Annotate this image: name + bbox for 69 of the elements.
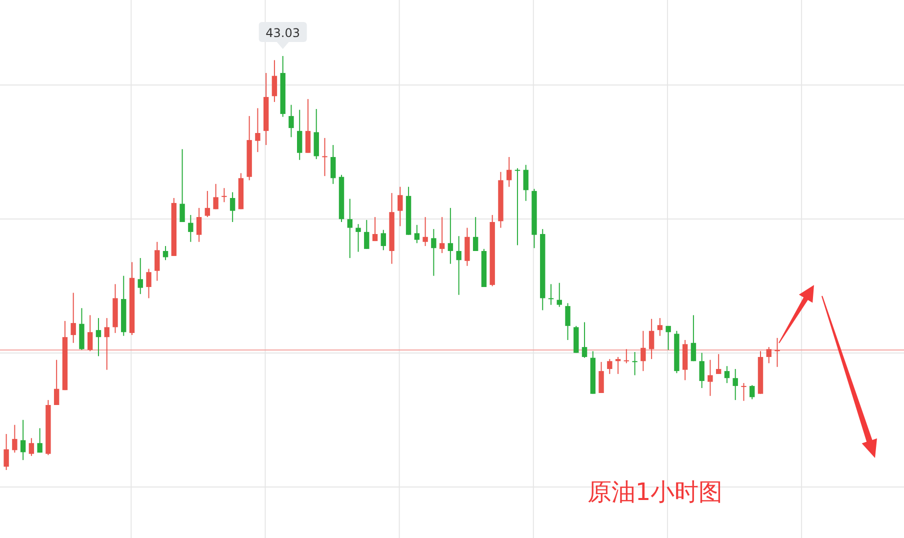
candlestick bbox=[154, 241, 160, 282]
candlestick bbox=[20, 419, 26, 461]
candlestick bbox=[146, 268, 152, 299]
candlestick bbox=[732, 368, 738, 401]
candlestick bbox=[657, 318, 663, 336]
candlestick bbox=[372, 216, 378, 242]
candlestick bbox=[104, 318, 110, 370]
annotation: 43.03 bbox=[266, 26, 300, 40]
candlestick bbox=[272, 60, 278, 102]
candlestick bbox=[598, 361, 604, 394]
candlestick bbox=[37, 428, 42, 454]
candlestick bbox=[624, 348, 630, 364]
candlestick bbox=[88, 314, 93, 352]
candlestick bbox=[12, 424, 18, 454]
candlestick bbox=[448, 207, 454, 264]
title: 原油1小时图 bbox=[587, 478, 723, 506]
candlestick bbox=[582, 322, 588, 358]
candlestick bbox=[196, 207, 202, 242]
candlestick bbox=[305, 98, 311, 154]
candlestick bbox=[514, 168, 520, 246]
candlestick bbox=[204, 190, 210, 218]
candlestick bbox=[213, 183, 218, 210]
candlestick bbox=[70, 292, 76, 344]
candlestick bbox=[138, 258, 143, 295]
candlestick bbox=[523, 164, 528, 202]
candlestick bbox=[347, 198, 352, 259]
candlestick bbox=[364, 219, 370, 250]
candlestick bbox=[54, 359, 60, 406]
price-label: 43.03 bbox=[258, 22, 307, 49]
candlestick bbox=[506, 156, 512, 188]
candlestick bbox=[724, 366, 730, 384]
candlestick bbox=[222, 188, 227, 203]
candlestick bbox=[96, 318, 102, 357]
candlestick bbox=[615, 356, 621, 374]
candlestick bbox=[690, 314, 696, 362]
candlestick bbox=[180, 148, 185, 223]
candlestick bbox=[288, 104, 294, 138]
candlestick bbox=[548, 284, 554, 306]
candlestick bbox=[380, 229, 386, 251]
candlestick bbox=[4, 433, 9, 470]
candlestick bbox=[741, 382, 746, 402]
candlestick bbox=[556, 282, 562, 308]
candlestick bbox=[162, 246, 168, 261]
candlestick bbox=[439, 216, 445, 254]
candlestick bbox=[356, 224, 361, 252]
candlestick bbox=[330, 144, 336, 184]
candlestick bbox=[632, 352, 638, 376]
candlestick bbox=[708, 359, 713, 396]
candlestick bbox=[699, 352, 704, 389]
candlestick bbox=[188, 214, 194, 242]
candlestick bbox=[716, 354, 722, 374]
candlestick bbox=[28, 438, 34, 456]
candlestick bbox=[322, 137, 328, 177]
candlestick bbox=[666, 325, 671, 350]
candlestick bbox=[255, 108, 260, 153]
candlestick bbox=[422, 216, 428, 247]
candlestick bbox=[607, 358, 612, 374]
candlestick bbox=[230, 192, 236, 223]
candlestick bbox=[766, 346, 772, 364]
candlestick bbox=[640, 330, 646, 372]
candlestick bbox=[750, 384, 755, 400]
candlestick bbox=[297, 109, 302, 160]
candlestick bbox=[431, 228, 436, 276]
candlestick bbox=[648, 318, 654, 360]
candlestick bbox=[565, 302, 570, 341]
candlestick bbox=[398, 186, 403, 227]
candlestick bbox=[472, 216, 478, 252]
candlestick bbox=[414, 224, 420, 244]
candlestick bbox=[456, 236, 462, 296]
